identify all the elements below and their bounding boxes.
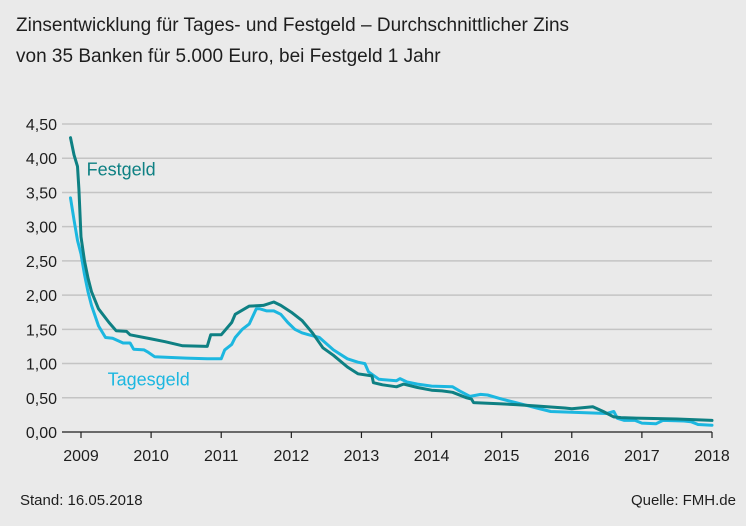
y-tick-label-4: 2,00 — [26, 288, 57, 305]
y-tick-label-9: 4,50 — [26, 117, 57, 134]
chart-title: Zinsentwicklung für Tages- und Festgeld … — [16, 10, 736, 72]
gridlines — [62, 123, 712, 399]
series-label-festgeld: Festgeld — [87, 159, 156, 179]
x-tick-label-5: 2014 — [414, 448, 450, 465]
x-tick-label-0: 2009 — [63, 448, 99, 465]
y-tick-label-8: 4,00 — [26, 151, 57, 168]
y-tick-label-5: 2,50 — [26, 254, 57, 271]
x-tick-label-2: 2011 — [204, 448, 239, 465]
series-label-tagesgeld: Tagesgeld — [108, 369, 190, 389]
y-tick-label-2: 1,00 — [26, 357, 57, 374]
x-axis: 2009 2010 2011 2012 2013 2014 2015 2016 2017 2018 — [62, 431, 730, 465]
x-tick-label-1: 2010 — [133, 448, 169, 465]
footer-date: Stand: 16.05.2018 — [20, 492, 143, 509]
y-tick-label-6: 3,00 — [26, 220, 57, 237]
series-labels: Festgeld Tagesgeld — [87, 159, 190, 389]
x-tick-label-9: 2018 — [694, 448, 730, 465]
y-tick-label-1: 0,50 — [26, 391, 57, 408]
series-lines — [69, 136, 714, 427]
y-tick-label-7: 3,50 — [26, 185, 57, 202]
x-tick-label-6: 2015 — [484, 448, 520, 465]
x-tick-label-4: 2013 — [344, 448, 380, 465]
footer-source: Quelle: FMH.de — [630, 492, 736, 509]
y-tick-label-3: 1,50 — [26, 322, 57, 339]
y-tick-label-0: 0,00 — [26, 425, 57, 442]
x-tick-label-3: 2012 — [274, 448, 310, 465]
y-axis-tick-labels: 0,00 0,50 1,00 1,50 2,00 2,50 3,00 3,50 4,00 4,50 — [26, 117, 57, 442]
chart-title-line-1: Zinsentwicklung für Tages- und Festgeld … — [16, 15, 570, 36]
chart-title-line-2: von 35 Banken für 5.000 Euro, bei Festge… — [16, 46, 441, 67]
series-line-tagesgeld — [69, 196, 714, 427]
x-tick-label-8: 2017 — [624, 448, 660, 465]
series-line-festgeld — [69, 136, 714, 422]
x-tick-label-7: 2016 — [554, 448, 590, 465]
